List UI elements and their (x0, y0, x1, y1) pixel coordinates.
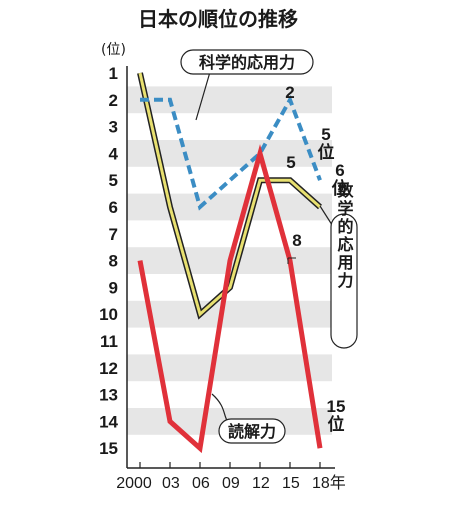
y-tick-label: 4 (109, 144, 119, 163)
read-2015-bracket (287, 257, 296, 264)
math-label-box (330, 213, 358, 349)
read-series-line (137, 144, 323, 454)
y-tick-label: 11 (100, 332, 118, 351)
y-tick-label: 5 (109, 171, 118, 190)
sci-label-box (180, 49, 314, 75)
y-tick-label: 7 (109, 225, 118, 244)
math-series-label: 数学的応用力 (335, 181, 354, 290)
x-tick-label: 06 (192, 475, 210, 492)
sci-2018-unit: 位 (318, 142, 335, 162)
sci-series-line (140, 95, 322, 211)
x-tick-label: 2000 (116, 475, 152, 492)
y-tick-label: 2 (109, 91, 118, 110)
x-tick-label: 15 (282, 475, 300, 492)
math-2018-label: 6 (335, 161, 344, 180)
y-axis-unit: (位) (101, 42, 126, 58)
x-tick-label: 12 (252, 475, 270, 492)
y-tick-label: 6 (109, 198, 118, 217)
y-tick-label: 10 (99, 305, 118, 324)
grid-bands (127, 86, 332, 435)
math-2015-label: 5 (286, 153, 295, 172)
x-tick-label: 18年 (312, 474, 346, 492)
sci-2015-label: 2 (285, 83, 294, 102)
sci-2018-label: 5 (321, 125, 330, 144)
read-2015-label: 8 (292, 231, 301, 250)
y-tick-label: 1 (109, 64, 118, 83)
y-tick-label: 13 (99, 386, 118, 405)
y-tick-label: 8 (109, 252, 118, 271)
y-tick-label: 3 (109, 118, 118, 137)
chart-title: 日本の順位の推移 (138, 7, 298, 31)
x-tick-label: 09 (222, 475, 240, 492)
read-2018-label: 15 (327, 397, 346, 416)
x-tick-label: 03 (162, 475, 180, 492)
grid-band (127, 193, 332, 221)
math-series-line (138, 72, 321, 317)
x-ticks: 2000 03 06 09 12 15 18年 (116, 462, 346, 492)
read-2018-unit: 位 (328, 414, 345, 434)
math-2018-unit: 位 (332, 178, 349, 198)
series-lines (137, 72, 323, 454)
y-tick-label: 14 (99, 412, 118, 431)
read-series-label: 読解力 (228, 422, 276, 441)
read-label-box (218, 418, 286, 444)
sci-leader-line (195, 71, 211, 121)
y-tick-label: 12 (99, 359, 118, 378)
y-tick-label: 9 (109, 278, 118, 297)
y-tick-label: 15 (99, 439, 118, 458)
sci-series-label: 科学的応用力 (199, 53, 295, 72)
